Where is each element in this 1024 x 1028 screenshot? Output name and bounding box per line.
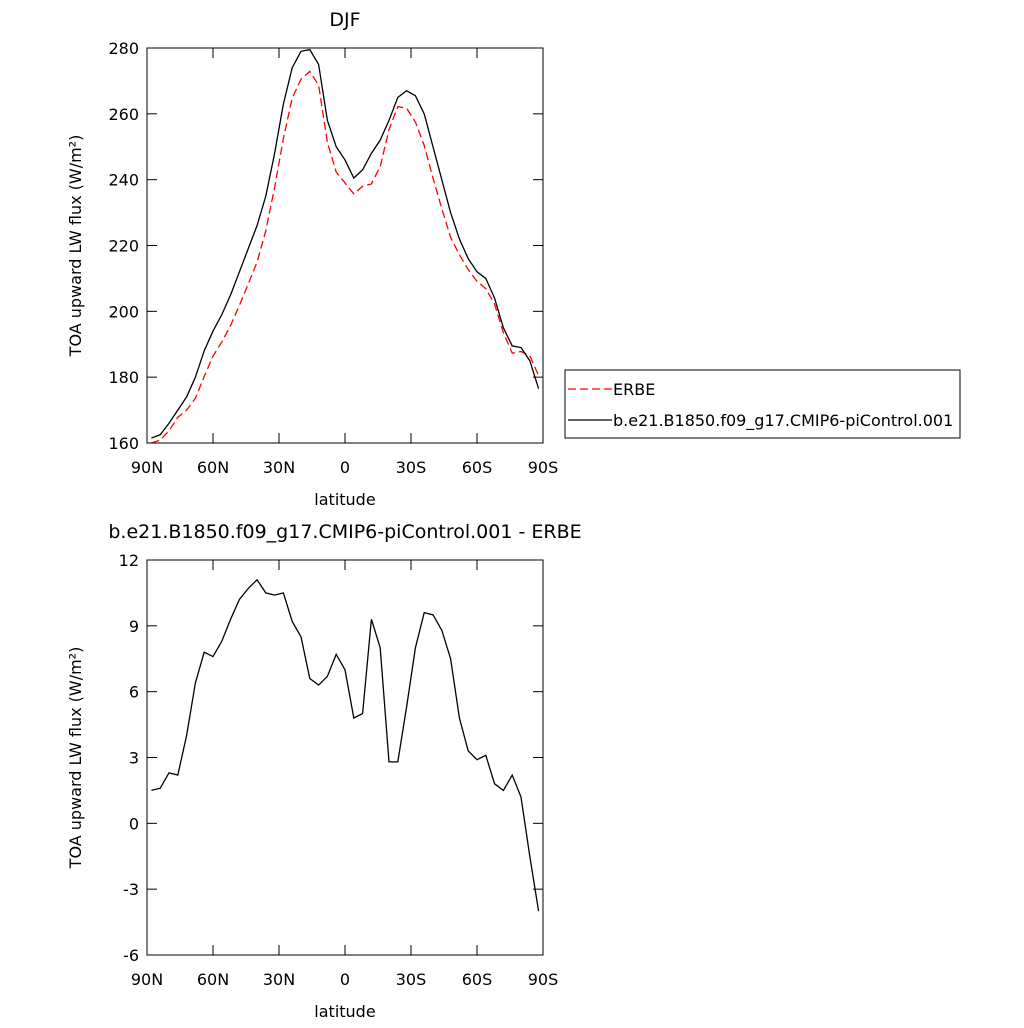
y-tick-label: 200: [108, 302, 139, 321]
y-axis-label: TOA upward LW flux (W/m²): [66, 135, 85, 358]
x-tick-label: 90S: [528, 970, 559, 989]
y-tick-label: 0: [129, 814, 139, 833]
y-axis-label: TOA upward LW flux (W/m²): [66, 647, 85, 870]
x-axis-label: latitude: [314, 490, 375, 509]
y-tick-label: 3: [129, 749, 139, 768]
series-line: [151, 70, 540, 444]
chart-title: b.e21.B1850.f09_g17.CMIP6-piControl.001 …: [108, 521, 581, 543]
x-tick-label: 60S: [462, 458, 493, 477]
x-tick-label: 30N: [263, 458, 295, 477]
x-tick-label: 90S: [528, 458, 559, 477]
y-tick-label: 12: [119, 551, 139, 570]
y-tick-label: 220: [108, 237, 139, 256]
series-line: [151, 578, 540, 912]
y-tick-label: -3: [123, 880, 139, 899]
x-tick-label: 0: [340, 970, 350, 989]
x-tick-label: 60S: [462, 970, 493, 989]
y-tick-label: 160: [108, 434, 139, 453]
y-tick-label: 9: [129, 617, 139, 636]
y-tick-label: 6: [129, 683, 139, 702]
plot-frame: [146, 47, 544, 444]
x-tick-label: 90N: [131, 970, 163, 989]
x-tick-label: 30S: [396, 970, 427, 989]
x-tick-label: 90N: [131, 458, 163, 477]
y-tick-label: 260: [108, 105, 139, 124]
x-tick-label: 0: [340, 458, 350, 477]
x-axis-label: latitude: [314, 1002, 375, 1021]
x-tick-label: 60N: [197, 458, 229, 477]
chart-title: DJF: [329, 9, 360, 31]
plot-frame: [146, 559, 544, 956]
x-tick-label: 60N: [197, 970, 229, 989]
x-tick-label: 30S: [396, 458, 427, 477]
y-tick-label: -6: [123, 946, 139, 965]
legend-box: [564, 369, 961, 439]
y-tick-label: 180: [108, 368, 139, 387]
legend-label: b.e21.B1850.f09_g17.CMIP6-piControl.001: [613, 411, 953, 431]
y-tick-label: 280: [108, 39, 139, 58]
legend-label: ERBE: [613, 380, 655, 399]
y-tick-label: 240: [108, 171, 139, 190]
x-tick-label: 30N: [263, 970, 295, 989]
series-line: [151, 48, 540, 439]
